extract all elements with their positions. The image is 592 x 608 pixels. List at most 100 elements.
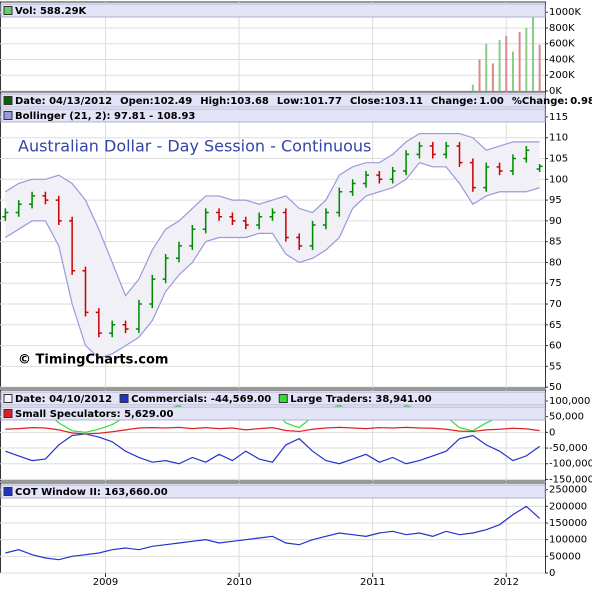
header-text: Large Traders: 38,941.00 xyxy=(290,394,432,405)
ohlc-bar xyxy=(216,208,223,221)
ohlc-bar xyxy=(269,208,276,221)
ohlc-bar xyxy=(509,154,516,176)
y-tick-label: 100000 xyxy=(549,535,587,546)
ohlc-bar xyxy=(175,241,182,263)
y-tick-label: 50 xyxy=(549,382,562,393)
ohlc-bar xyxy=(296,233,303,250)
ohlc-bar xyxy=(523,146,530,163)
ohlc-bar xyxy=(363,170,370,188)
header-text: Open:102.49 xyxy=(120,96,192,107)
ohlc-bar xyxy=(202,208,209,234)
ohlc-bar xyxy=(483,162,490,192)
x-tick-label: 2012 xyxy=(494,577,519,588)
ohlc-bar xyxy=(443,141,450,159)
ohlc-bar xyxy=(29,191,36,209)
volume-bar xyxy=(531,16,534,92)
ohlc-bar xyxy=(162,254,169,284)
band-upper xyxy=(5,132,540,297)
header-band xyxy=(0,3,546,18)
header-text: Date: 04/10/2012 xyxy=(15,394,112,405)
legend-swatch xyxy=(3,394,13,403)
y-tick-label: 0 xyxy=(549,568,555,579)
y-tick-label: 800K xyxy=(549,23,575,34)
y-tick-label: 100,000 xyxy=(549,396,590,407)
header-text: 1.00 xyxy=(479,96,504,107)
ohlc-bar xyxy=(69,216,76,275)
ohlc-bar xyxy=(416,141,423,159)
y-tick-label: 600K xyxy=(549,39,575,50)
ohlc-bar xyxy=(149,274,156,309)
ohlc-bar xyxy=(122,320,129,334)
legend-swatch xyxy=(3,6,13,15)
y-tick-label: 0K xyxy=(549,86,562,97)
y-tick-label: 110 xyxy=(549,133,568,144)
y-tick-label: 75 xyxy=(549,278,562,289)
volume-bar xyxy=(498,39,501,91)
y-tick-label: -150,000 xyxy=(549,474,592,485)
y-tick-label: 70 xyxy=(549,299,562,310)
y-tick-label: 50,000 xyxy=(549,412,584,423)
ohlc-bar xyxy=(256,212,263,230)
ohlc-bar xyxy=(282,208,289,242)
band-lower xyxy=(5,161,540,359)
y-tick-label: 115 xyxy=(549,112,568,123)
y-tick-label: -100,000 xyxy=(549,459,592,470)
header-band xyxy=(0,406,546,421)
y-tick-label: 65 xyxy=(549,320,562,331)
ohlc-bar xyxy=(403,150,410,176)
volume-bar xyxy=(525,27,528,91)
y-tick-label: 80 xyxy=(549,257,562,268)
header-text: Commercials: -44,569.00 xyxy=(131,394,271,405)
y-tick-label: 1000K xyxy=(549,7,581,18)
y-tick-label: 250000 xyxy=(549,485,587,496)
ohlc-bar xyxy=(322,208,329,230)
legend-swatch xyxy=(278,394,288,403)
volume-bar xyxy=(511,51,514,91)
chart-title: Australian Dollar - Day Session - Contin… xyxy=(18,137,371,156)
ohlc-bar xyxy=(15,200,22,217)
volume-bar xyxy=(518,31,521,91)
series-line xyxy=(5,426,540,435)
ohlc-bar xyxy=(376,170,383,184)
y-tick-label: 90 xyxy=(549,216,562,227)
ohlc-bar xyxy=(95,308,102,338)
volume-bar xyxy=(491,63,494,91)
ohlc-bar xyxy=(496,162,503,176)
y-tick-label: 200K xyxy=(549,70,575,81)
volume-bar xyxy=(478,59,481,91)
ohlc-bar xyxy=(469,158,476,192)
legend-swatch xyxy=(3,409,13,418)
header-text: Date: 04/13/2012 xyxy=(15,96,112,107)
legend-swatch xyxy=(119,394,129,403)
y-tick-label: 150000 xyxy=(549,518,587,529)
y-tick-label: 95 xyxy=(549,195,562,206)
volume-bar xyxy=(505,35,508,91)
ohlc-bar xyxy=(42,191,49,205)
ohlc-bar xyxy=(389,166,396,184)
x-tick-label: 2009 xyxy=(93,577,118,588)
y-tick-label: 105 xyxy=(549,154,568,165)
ohlc-bar xyxy=(2,208,9,221)
ohlc-bar xyxy=(536,164,543,172)
header-text: Close:103.11 xyxy=(350,96,423,107)
ohlc-bar xyxy=(109,320,116,338)
ohlc-bar xyxy=(189,225,196,250)
ohlc-bar xyxy=(349,179,356,196)
ohlc-bar xyxy=(229,212,236,226)
y-tick-label: 50000 xyxy=(549,551,581,562)
header-band xyxy=(0,108,546,123)
y-tick-label: 55 xyxy=(549,361,562,372)
legend-swatch xyxy=(3,111,13,120)
x-tick-label: 2010 xyxy=(226,577,251,588)
header-band xyxy=(0,391,546,406)
x-tick-label: 2011 xyxy=(360,577,385,588)
volume-bar xyxy=(471,84,474,91)
ohlc-bar xyxy=(336,187,343,217)
header-text: Vol: 588.29K xyxy=(15,6,88,17)
volume-bar xyxy=(538,44,541,91)
ohlc-bar xyxy=(135,299,142,334)
y-tick-label: 0 xyxy=(549,427,555,438)
y-tick-label: 100 xyxy=(549,174,568,185)
ohlc-bar xyxy=(309,220,316,250)
